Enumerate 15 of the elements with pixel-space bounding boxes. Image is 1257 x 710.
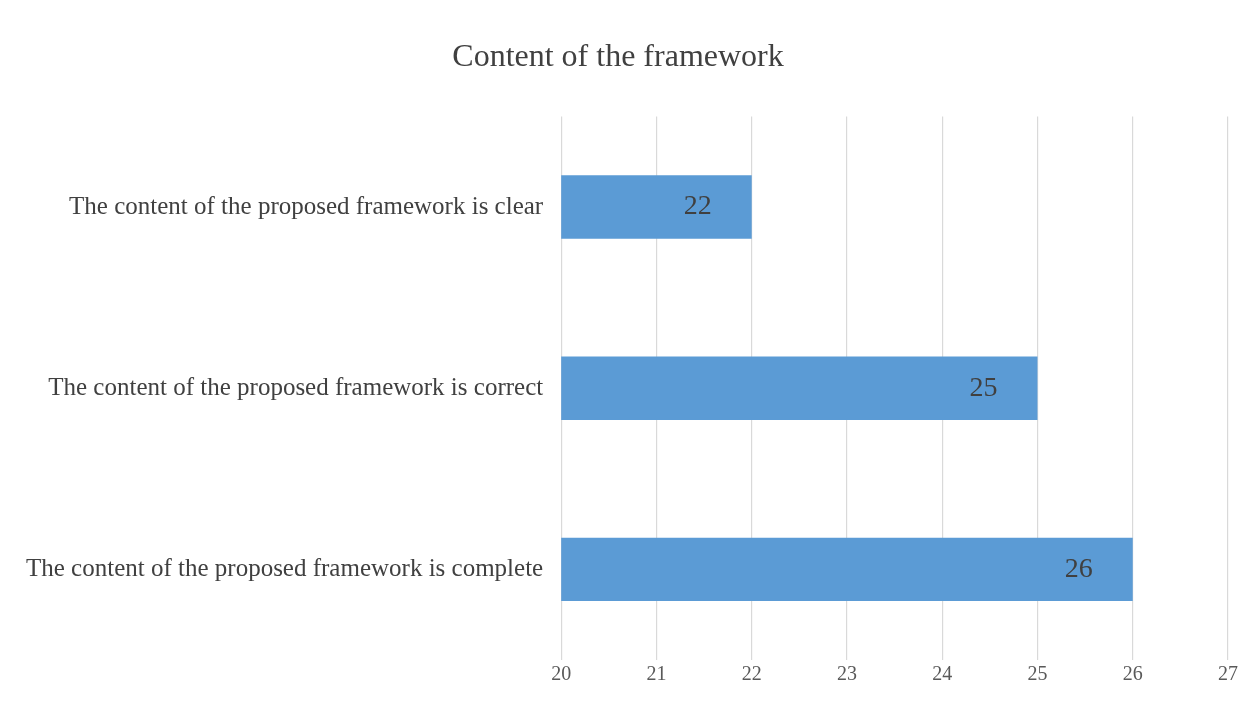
x-tick-label: 25 xyxy=(1027,662,1048,685)
chart-title: Content of the framework xyxy=(452,36,784,73)
x-tick-label: 20 xyxy=(551,662,572,685)
x-tick-label: 22 xyxy=(741,662,762,685)
x-tick-label: 24 xyxy=(932,662,953,685)
y-tick-label: The content of the proposed framework is clear xyxy=(69,191,544,219)
data-label: 22 xyxy=(683,189,712,221)
y-tick-label: The content of the proposed framework is complete xyxy=(26,553,544,581)
x-tick-label: 26 xyxy=(1122,662,1143,685)
x-tick-label: 21 xyxy=(646,662,667,685)
y-tick-label: The content of the proposed framework is correct xyxy=(48,372,544,400)
x-tick-label: 23 xyxy=(836,662,857,685)
data-label: 26 xyxy=(1064,551,1093,583)
data-label: 25 xyxy=(969,370,998,402)
x-tick-label: 27 xyxy=(1218,662,1238,685)
